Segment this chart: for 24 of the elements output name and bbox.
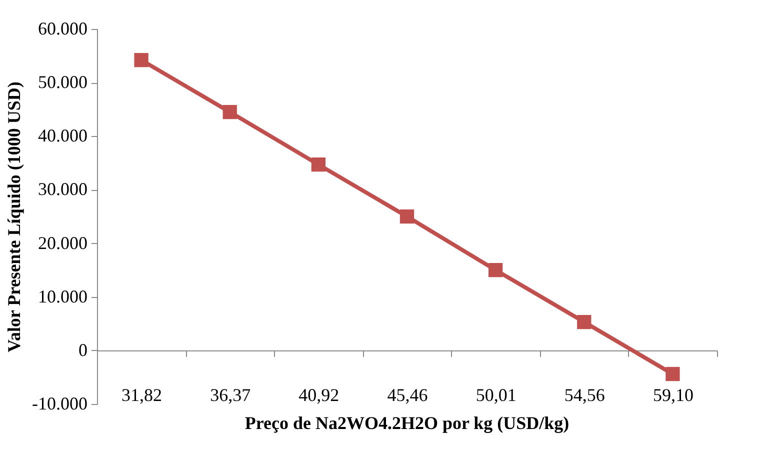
x-tick-label: 36,37	[210, 384, 251, 405]
y-tick-label: -10.000	[32, 394, 88, 414]
x-tick-label: 31,82	[122, 384, 162, 405]
x-tick-label: 54,56	[564, 384, 605, 405]
point	[222, 104, 237, 120]
point	[400, 209, 414, 224]
y-axis-title: Valor Presente Líquido (1000 USD)	[4, 82, 24, 352]
point	[134, 53, 148, 68]
y-tick-label: 60.000	[38, 18, 88, 38]
y-tick-label: 20.000	[38, 232, 88, 253]
y-tick-label: 10.000	[38, 286, 88, 306]
point	[577, 314, 592, 330]
x-tick-label: 45,46	[387, 384, 428, 405]
y-tick-label: 40.000	[38, 126, 88, 146]
y-tick-label: 0	[78, 340, 88, 360]
x-tick-label: 50,01	[476, 384, 516, 405]
x-tick-label: 40,92	[298, 384, 340, 405]
point	[666, 366, 680, 382]
x-axis-title: Preço de Na2WO4.2H2O por kg (USD/kg)	[244, 413, 570, 433]
point	[311, 157, 326, 172]
x-tick-label: 59,10	[652, 384, 694, 405]
y-tick-label: 50.000	[38, 72, 88, 92]
point	[488, 263, 503, 278]
y-tick-label: 30.000	[38, 179, 88, 200]
